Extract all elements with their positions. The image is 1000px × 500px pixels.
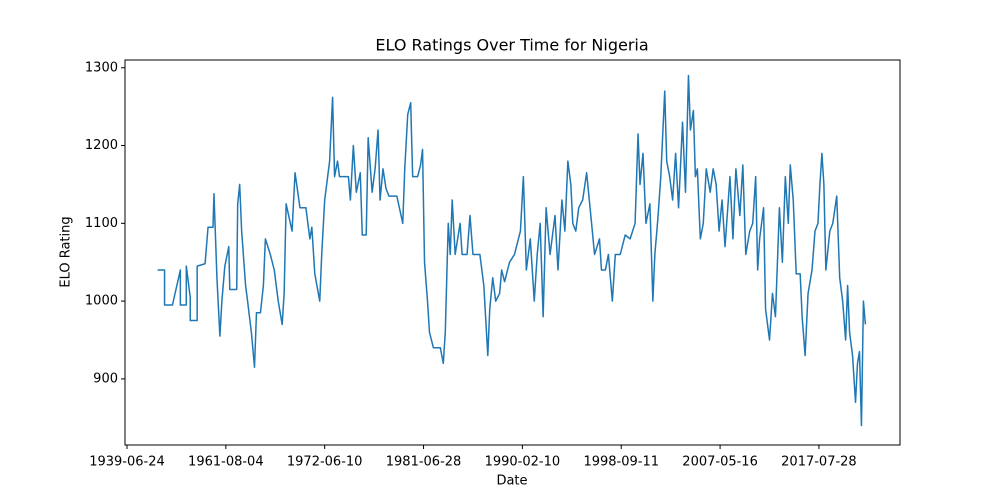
data-line: [157, 74, 867, 427]
y-tick-label: 1000: [85, 294, 118, 309]
y-tick-label: 900: [93, 371, 118, 386]
x-tick-label: 1939-06-24: [89, 455, 165, 470]
x-tick-label: 1972-06-10: [287, 455, 363, 470]
x-tick-label: 2017-07-28: [781, 455, 857, 470]
y-tick-label: 1100: [85, 216, 118, 231]
x-tick-label: 1998-09-11: [583, 455, 659, 470]
y-axis-label: ELO Rating: [59, 216, 74, 287]
x-tick-label: 1990-02-10: [485, 455, 561, 470]
x-tick-label: 2007-05-16: [682, 455, 758, 470]
y-tick-label: 1300: [85, 60, 118, 75]
plot-frame: [124, 59, 901, 446]
x-axis-label: Date: [496, 474, 527, 489]
x-tick-label: 1981-06-28: [386, 455, 462, 470]
x-tick-label: 1961-08-04: [188, 455, 264, 470]
y-tick-label: 1200: [85, 138, 118, 153]
chart-title: ELO Ratings Over Time for Nigeria: [375, 36, 648, 55]
